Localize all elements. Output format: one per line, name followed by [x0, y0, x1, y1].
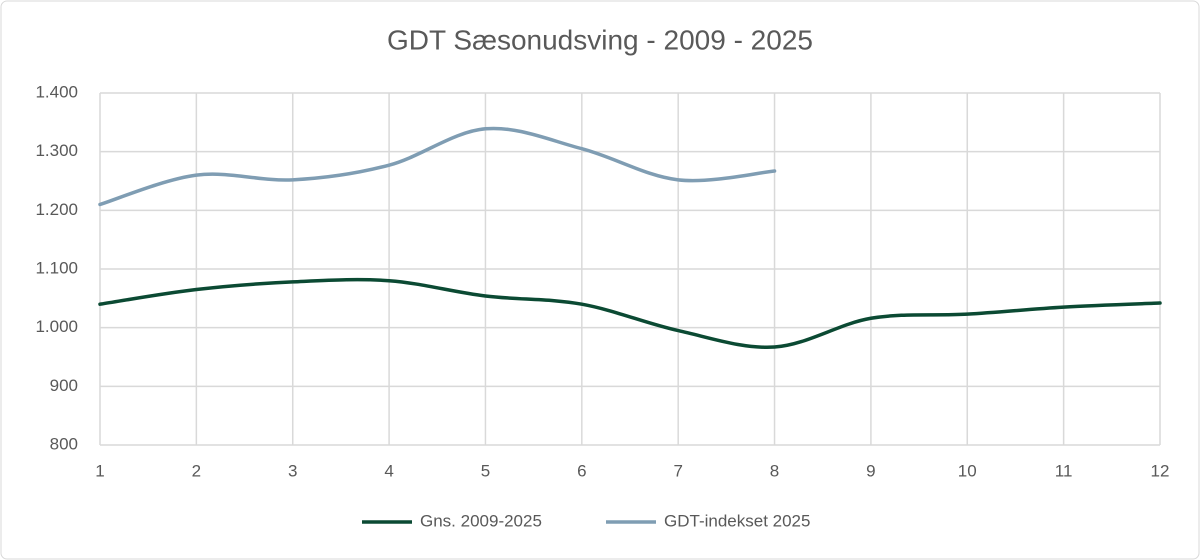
x-tick-label: 4 [384, 461, 393, 480]
x-tick-label: 1 [95, 461, 104, 480]
y-tick-label: 1.200 [35, 200, 78, 219]
y-tick-label: 1.000 [35, 317, 78, 336]
legend-label: Gns. 2009-2025 [420, 511, 542, 530]
y-tick-label: 1.100 [35, 258, 78, 277]
series-line [98, 126, 777, 207]
x-tick-label: 10 [958, 461, 977, 480]
y-tick-label: 1.300 [35, 141, 78, 160]
legend-label: GDT-indekset 2025 [664, 511, 810, 530]
chart-title: GDT Sæsonudsving - 2009 - 2025 [387, 24, 813, 55]
x-tick-label: 7 [673, 461, 682, 480]
y-tick-label: 900 [50, 376, 78, 395]
x-tick-label: 9 [866, 461, 875, 480]
x-tick-label: 5 [481, 461, 490, 480]
series-line [98, 277, 1162, 350]
x-tick-label: 6 [577, 461, 586, 480]
x-tick-label: 11 [1055, 461, 1073, 480]
x-tick-label: 12 [1151, 461, 1170, 480]
x-tick-label: 8 [770, 461, 779, 480]
x-tick-label: 2 [192, 461, 201, 480]
y-tick-label: 800 [50, 434, 78, 453]
y-tick-label: 1.400 [35, 82, 78, 101]
x-tick-label: 3 [288, 461, 297, 480]
